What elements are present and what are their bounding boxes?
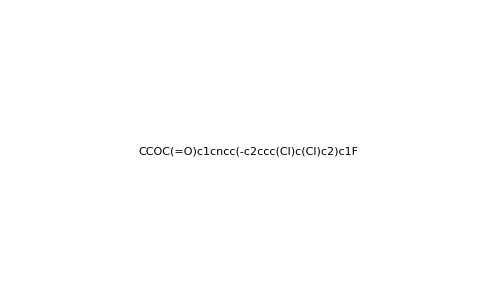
Text: CCOC(=O)c1cncc(-c2ccc(Cl)c(Cl)c2)c1F: CCOC(=O)c1cncc(-c2ccc(Cl)c(Cl)c2)c1F [138, 146, 358, 157]
